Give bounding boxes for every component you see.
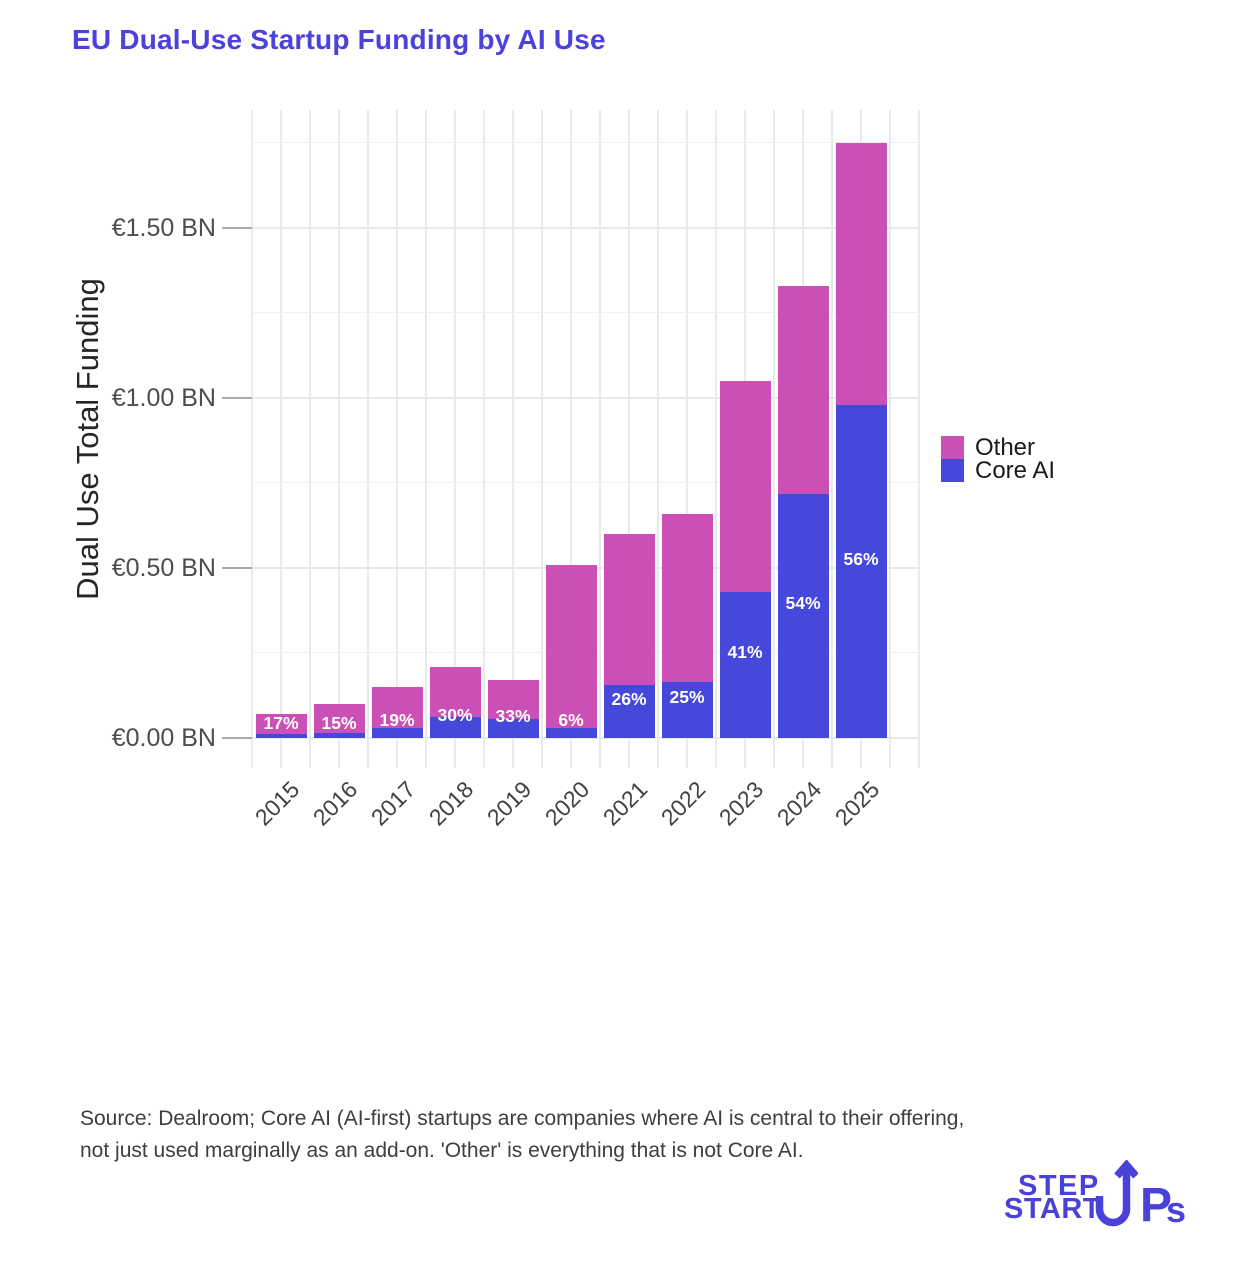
- gridline-vertical: [570, 110, 572, 768]
- legend-item-core-ai: Core AI: [941, 457, 1056, 484]
- logo-word-step: STEP: [1018, 1170, 1100, 1202]
- bar-label-2021: 26%: [611, 688, 647, 709]
- legend-item-other: Other: [941, 434, 1055, 461]
- gridline-vertical: [338, 110, 340, 768]
- gridline-vertical: [396, 110, 398, 768]
- gridline-vertical: [657, 110, 659, 768]
- bar-segment-other-2024: [777, 286, 829, 494]
- gridline-vertical: [367, 110, 369, 768]
- bar-segment-core-ai-2025: [835, 405, 887, 738]
- bar-segment-other-2018: [429, 667, 481, 717]
- gridline-horizontal: [252, 142, 919, 143]
- y-tick-label: €1.00 BN: [111, 384, 216, 412]
- legend-label-core-ai: Core AI: [975, 457, 1056, 484]
- bar-segment-core-ai-2015: [255, 734, 307, 738]
- y-tick-mark: [222, 397, 252, 399]
- up-arrow-u-icon: [1095, 1160, 1138, 1227]
- gridline-vertical: [483, 110, 485, 768]
- gridline-vertical: [251, 110, 253, 768]
- gridline-vertical: [454, 110, 456, 768]
- gridline-horizontal: [252, 227, 919, 229]
- bar-segment-core-ai-2024: [777, 494, 829, 738]
- gridline-vertical: [918, 110, 920, 768]
- bar-segment-other-2016: [313, 704, 365, 733]
- gridline-vertical: [599, 110, 601, 768]
- bar-segment-core-ai-2022: [661, 682, 713, 738]
- gridline-vertical: [889, 110, 891, 768]
- y-tick-label: €0.00 BN: [111, 724, 216, 752]
- chart-title: EU Dual-Use Startup Funding by AI Use: [72, 24, 606, 55]
- y-tick-label: €1.50 BN: [111, 214, 216, 242]
- legend: Other Core AI: [941, 434, 1056, 484]
- bar-segment-other-2021: [603, 534, 655, 685]
- bar-segment-core-ai-2017: [371, 728, 423, 738]
- gridline-horizontal: [252, 312, 919, 313]
- gridline-horizontal: [252, 737, 919, 739]
- bar-label-2015: 17%: [263, 713, 299, 733]
- bar-label-2025: 56%: [843, 548, 879, 569]
- gridline-vertical: [715, 110, 717, 768]
- gridline-horizontal: [252, 397, 919, 399]
- y-axis-title-text: Dual Use Total Funding: [70, 278, 106, 600]
- bar-label-2016: 15%: [321, 712, 357, 733]
- bar-segment-other-2025: [835, 143, 887, 405]
- y-tick-mark: [222, 737, 252, 739]
- gridline-vertical: [831, 110, 833, 768]
- gridline-vertical: [773, 110, 775, 768]
- bar-segment-core-ai-2016: [313, 733, 365, 738]
- source-note-line-2: not just used marginally as an add-on. '…: [80, 1139, 804, 1162]
- bar-segment-core-ai-2023: [719, 592, 771, 738]
- bar-segment-other-2020: [545, 565, 597, 728]
- legend-key-core-ai-swatch: [941, 459, 964, 482]
- bar-segment-core-ai-2020: [545, 728, 597, 738]
- bar-label-2022: 25%: [669, 687, 705, 707]
- bar-segment-other-2019: [487, 680, 539, 719]
- gridline-vertical: [628, 110, 630, 768]
- bar-label-2018: 30%: [437, 704, 473, 725]
- y-tick-mark: [222, 567, 252, 569]
- source-note-line-1: Source: Dealroom; Core AI (AI-first) sta…: [80, 1107, 965, 1130]
- step-startups-logo: STEP START P s: [1000, 1156, 1200, 1240]
- bar-label-2019: 33%: [495, 705, 531, 726]
- logo-letter-p: P: [1140, 1179, 1173, 1232]
- logo-word-start: START: [1004, 1193, 1102, 1225]
- bar-segment-other-2017: [371, 687, 423, 728]
- bar-label-2020: 6%: [558, 710, 584, 730]
- source-note: Source: Dealroom; Core AI (AI-first) sta…: [80, 1103, 964, 1167]
- gridline-vertical: [309, 110, 311, 768]
- bar-segment-core-ai-2019: [487, 719, 539, 738]
- bar-label-2023: 41%: [727, 642, 763, 662]
- bar-segment-core-ai-2018: [429, 717, 481, 738]
- gridline-vertical: [541, 110, 543, 768]
- gridline-vertical: [280, 110, 282, 768]
- y-tick-mark: [222, 227, 252, 229]
- bar-segment-other-2015: [255, 714, 307, 734]
- bar-segment-other-2023: [719, 381, 771, 592]
- legend-key-other-swatch: [941, 436, 964, 459]
- logo-letter-s: s: [1166, 1189, 1187, 1230]
- bar-label-2024: 54%: [785, 593, 821, 613]
- gridline-horizontal: [252, 482, 919, 483]
- y-axis-title: Dual Use Total Funding: [58, 110, 118, 768]
- y-tick-label: €0.50 BN: [111, 554, 216, 582]
- bar-segment-core-ai-2021: [603, 685, 655, 738]
- gridline-vertical: [512, 110, 514, 768]
- bar-segment-other-2022: [661, 514, 713, 682]
- legend-label-other: Other: [975, 434, 1036, 461]
- bar-label-2017: 19%: [379, 710, 415, 730]
- gridline-vertical: [425, 110, 427, 768]
- gridline-vertical: [686, 110, 688, 768]
